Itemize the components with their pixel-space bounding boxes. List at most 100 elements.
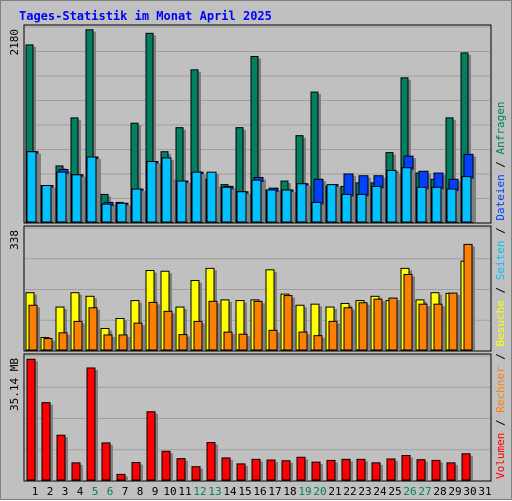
bar-rechner [313,335,323,351]
x-axis-day-label: 7 [122,485,129,498]
bar-rechner [118,334,128,351]
bar-volumen [236,463,246,481]
bar-rechner [43,338,53,351]
bar-seiten [356,193,367,223]
bar-seiten [56,171,67,223]
bar-volumen [296,456,306,481]
bar-seiten [86,156,97,223]
legend-item: / [494,413,507,433]
bar-volumen [341,458,351,481]
bar-volumen [386,458,396,481]
x-axis-day-label: 6 [107,485,114,498]
bar-rechner [223,331,233,351]
bar-rechner [88,307,98,351]
x-axis-day-label: 5 [92,485,99,498]
x-axis-day-label: 15 [238,485,251,498]
legend-item: / [494,154,507,174]
x-axis-day-label: 19 [298,485,311,498]
bar-volumen [371,462,381,481]
bar-seiten [416,186,427,223]
panel-bottom: 35.14 MB [8,353,492,482]
bar-rechner [358,302,368,351]
bar-seiten [281,189,292,223]
legend-item: / [494,347,507,367]
bar-rechner [433,303,443,351]
bar-volumen [26,358,36,481]
x-axis-day-label: 1 [32,485,39,498]
x-axis-day-label: 13 [208,485,221,498]
x-axis-day-label: 29 [448,485,461,498]
bar-rechner [193,320,203,351]
bar-volumen [401,454,411,481]
bar-rechner [133,322,143,351]
bar-volumen [146,411,156,481]
panel-top: 2180 [8,24,492,224]
bar-seiten [266,189,277,223]
bar-volumen [116,473,126,481]
x-axis-day-label: 28 [433,485,446,498]
bar-seiten [326,184,337,223]
bar-rechner [208,300,218,351]
bar-rechner [58,332,68,351]
bar-seiten [311,201,322,223]
bar-rechner [178,334,188,351]
bar-rechner [403,273,413,351]
legend-item: Anfragen [494,101,507,154]
bar-rechner [298,331,308,351]
bar-rechner [373,298,383,351]
legend-item: Seiten [494,241,507,281]
bar-rechner [238,333,248,351]
bar-rechner [283,295,293,351]
bar-volumen [446,462,456,481]
bar-seiten [161,157,172,223]
bar-volumen [41,402,51,481]
bar-seiten [131,188,142,223]
x-axis-day-label: 9 [152,485,159,498]
bar-volumen [176,458,186,481]
bar-rechner [448,292,458,351]
x-axis-day-label: 14 [223,485,237,498]
bar-volumen [101,442,111,481]
bar-volumen [86,367,96,481]
bar-volumen [326,459,336,481]
x-axis-day-label: 18 [283,485,296,498]
bar-seiten [401,167,412,223]
bar-volumen [431,459,441,481]
bar-volumen [221,457,231,481]
bar-volumen [266,459,276,481]
legend-item: / [494,280,507,300]
x-axis-day-label: 4 [77,485,84,498]
x-axis-day-label: 21 [328,485,341,498]
x-axis-day-label: 26 [403,485,416,498]
bar-volumen [311,461,321,481]
bar-seiten [116,202,127,223]
bar-rechner [343,307,353,351]
legend-item: Rechner [494,366,507,413]
x-axis-day-label: 27 [418,485,431,498]
bar-seiten [146,160,157,223]
bar-volumen [461,453,471,481]
bar-rechner [28,304,38,351]
x-axis-day-label: 31 [478,485,491,498]
x-axis-day-label: 17 [268,485,281,498]
bar-seiten [221,186,232,223]
bar-seiten [431,186,442,223]
bar-rechner [163,310,173,351]
bar-seiten [26,151,37,223]
bar-rechner [268,329,278,351]
chart-title: Tages-Statistik im Monat April 2025 [19,9,272,23]
bar-rechner [148,301,158,351]
bar-volumen [161,450,171,481]
x-axis-day-label: 10 [163,485,176,498]
x-axis-day-label: 22 [343,485,356,498]
bar-volumen [206,442,216,481]
bar-seiten [461,176,472,223]
bar-seiten [371,185,382,223]
x-axis-day-label: 11 [178,485,191,498]
bar-rechner [418,303,428,351]
bar-volumen [131,461,141,481]
bar-seiten [251,179,262,223]
bar-volumen [191,466,201,481]
x-axis-day-label: 24 [373,485,387,498]
